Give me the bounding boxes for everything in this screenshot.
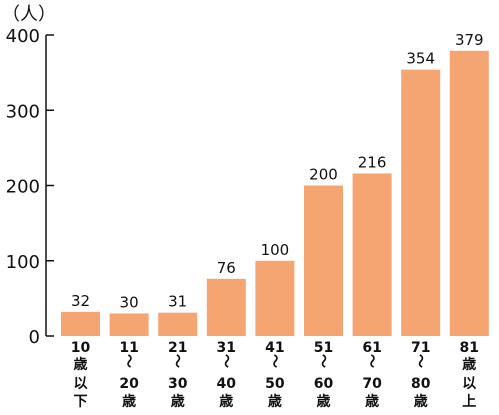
category-label: 歳 — [171, 393, 185, 410]
category-label: 70 — [362, 376, 382, 392]
category-label: 歳 — [317, 393, 331, 410]
category-label: 以 — [462, 376, 476, 392]
bar-value-label: 30 — [120, 293, 139, 311]
category-label: 歳 — [74, 356, 88, 373]
category-label: ～ — [169, 354, 185, 368]
bar-value-label: 216 — [358, 153, 387, 171]
bar-value-label: 379 — [455, 31, 484, 49]
category-label: ～ — [363, 354, 379, 368]
category-label: 31 — [217, 340, 236, 356]
bar-value-label: 32 — [71, 292, 90, 310]
category-label: ～ — [315, 354, 331, 368]
category-label: 50 — [265, 376, 285, 392]
bar-value-label: 31 — [168, 293, 187, 311]
category-label: ～ — [217, 354, 233, 368]
category-label: ～ — [266, 354, 282, 368]
y-tick-label: 0 — [29, 327, 40, 348]
y-axis: 0 100 200 300 400 — [6, 26, 54, 348]
category-label: 20 — [119, 376, 139, 392]
category-label: 11 — [119, 340, 138, 356]
category-label: 歳 — [122, 393, 136, 410]
category-label: 30 — [168, 376, 188, 392]
category-label: 歳 — [219, 393, 233, 410]
bar-value-label: 200 — [309, 166, 338, 184]
bar-value-label: 354 — [406, 50, 435, 68]
bar — [401, 69, 441, 337]
category-label: 歳 — [462, 356, 476, 373]
category-label: 歳 — [268, 393, 282, 410]
y-tick-label: 200 — [6, 177, 40, 198]
category-label: 41 — [265, 340, 284, 356]
y-unit-label: （人） — [2, 4, 56, 25]
category-label: 10 — [71, 340, 91, 356]
category-label: 61 — [362, 340, 381, 356]
bar — [158, 312, 198, 336]
bar — [352, 173, 392, 336]
bar-value-label: 100 — [261, 241, 290, 259]
y-tick-label: 400 — [6, 26, 40, 47]
bar — [109, 313, 149, 336]
category-label: 以 — [74, 376, 88, 392]
category-label: 歳 — [414, 393, 428, 410]
bar — [206, 278, 246, 336]
category-label: 81 — [460, 340, 479, 356]
category-label: ～ — [120, 354, 136, 368]
bar-value-label: 76 — [217, 259, 236, 277]
category-label: 80 — [411, 376, 431, 392]
category-label: 60 — [314, 376, 334, 392]
category-label: 下 — [74, 394, 88, 410]
category-label: ～ — [412, 354, 428, 368]
category-label: 40 — [217, 376, 237, 392]
category-label: 21 — [168, 340, 187, 356]
y-tick-label: 300 — [6, 101, 40, 122]
bar — [304, 185, 343, 336]
bar — [255, 260, 295, 336]
bars: 32 30 31 76 100 200 216 354 379 — [61, 31, 489, 337]
x-axis-labels: 10歳以下11～20歳21～30歳31～40歳41～50歳51～60歳61～70… — [71, 340, 479, 410]
category-label: 上 — [462, 394, 476, 410]
category-label: 歳 — [365, 393, 379, 410]
y-tick-label: 100 — [6, 252, 40, 273]
category-label: 51 — [314, 340, 333, 356]
bar — [449, 50, 489, 337]
bar — [61, 311, 100, 336]
category-label: 71 — [411, 340, 430, 356]
